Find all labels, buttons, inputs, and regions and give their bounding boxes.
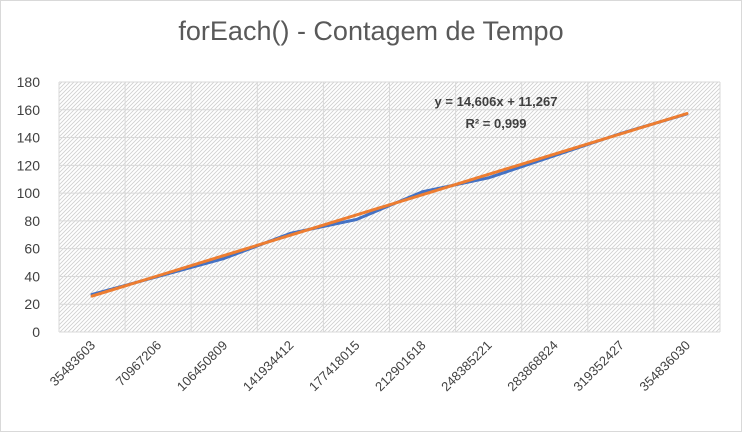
y-tick-label: 60 (24, 241, 40, 257)
y-tick-label: 120 (17, 157, 41, 173)
y-tick-label: 180 (17, 74, 41, 90)
y-tick-label: 160 (17, 102, 41, 118)
trendline-equation: y = 14,606x + 11,267 (435, 94, 558, 109)
x-tick-label: 70967206 (113, 338, 165, 390)
x-tick-label: 177418015 (306, 338, 363, 395)
y-tick-label: 100 (17, 185, 41, 201)
y-tick-label: 140 (17, 130, 41, 146)
x-tick-label: 141934412 (240, 338, 297, 395)
x-tick-label: 354836030 (636, 338, 693, 395)
trendline-r-squared: R² = 0,999 (465, 116, 526, 131)
x-tick-label: 248385221 (438, 338, 495, 395)
x-tick-label: 319352427 (570, 338, 627, 395)
x-tick-label: 283868824 (504, 338, 561, 395)
y-tick-label: 0 (32, 324, 40, 340)
x-tick-label: 106450809 (174, 338, 231, 395)
y-tick-label: 20 (24, 296, 40, 312)
y-tick-label: 40 (24, 268, 40, 284)
chart-title: forEach() - Contagem de Tempo (178, 16, 564, 46)
x-tick-label: 212901618 (372, 338, 429, 395)
trendline (90, 112, 689, 298)
x-tick-label: 35483603 (47, 338, 99, 390)
y-tick-label: 80 (24, 213, 40, 229)
